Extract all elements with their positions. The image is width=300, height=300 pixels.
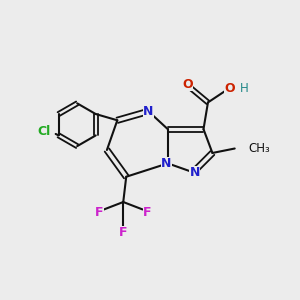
- Text: Cl: Cl: [38, 125, 51, 138]
- Text: F: F: [143, 206, 151, 219]
- Text: N: N: [161, 157, 172, 170]
- Text: N: N: [143, 105, 154, 118]
- Text: H: H: [240, 82, 249, 95]
- Text: O: O: [182, 78, 193, 91]
- Text: O: O: [224, 82, 235, 95]
- Text: F: F: [95, 206, 104, 219]
- Text: F: F: [119, 226, 128, 239]
- Text: N: N: [189, 166, 200, 179]
- Text: CH₃: CH₃: [248, 142, 270, 155]
